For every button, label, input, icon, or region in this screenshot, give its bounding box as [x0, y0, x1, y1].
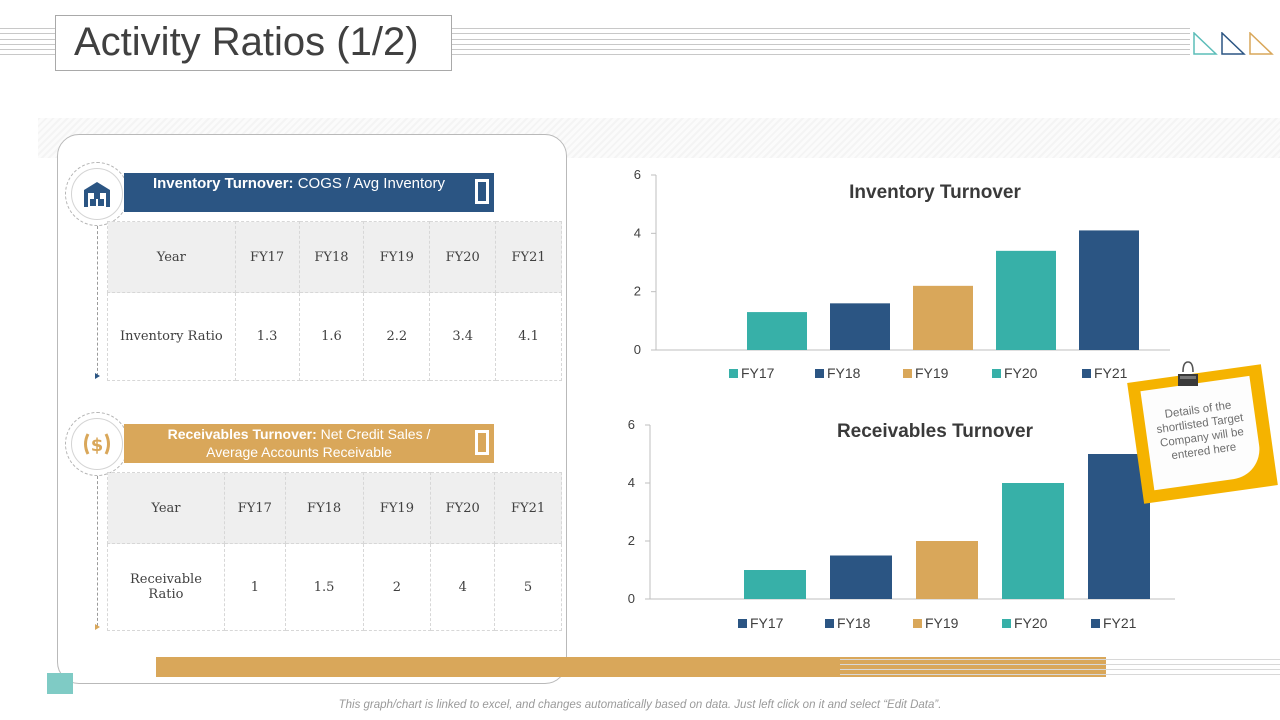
receivables-year: FY18: [284, 472, 364, 544]
teal-square: [47, 673, 73, 694]
receivables-header-bar: Receivables Turnover: Net Credit Sales /…: [124, 424, 494, 463]
y-tick-label: 6: [634, 167, 641, 182]
legend-label: FY21: [1103, 615, 1137, 631]
y-tick-label: 0: [628, 591, 635, 606]
inventory-year: FY19: [363, 221, 431, 293]
receivables-year-label: Year: [107, 472, 225, 544]
inventory-year: FY21: [495, 221, 562, 293]
receivables-table-header-row: Year FY17 FY18 FY19 FY20 FY21: [107, 472, 562, 544]
legend-swatch: [903, 369, 912, 378]
warehouse-icon: [84, 182, 110, 207]
y-tick-label: 4: [628, 475, 635, 490]
bar-fy18: [830, 303, 890, 350]
page-title: Activity Ratios (1/2): [74, 20, 419, 64]
bottom-accent-bar: [156, 657, 1106, 677]
receivables-year: FY19: [362, 472, 432, 544]
inventory-table-row: Inventory Ratio 1.3 1.6 2.2 3.4 4.1: [107, 292, 562, 381]
legend-swatch: [738, 619, 747, 628]
bar-fy17: [744, 570, 806, 599]
legend-swatch: [1082, 369, 1091, 378]
receivables-header-marker: [475, 430, 489, 455]
inventory-header-bold: Inventory Turnover:: [152, 175, 294, 192]
inventory-header-bar: Inventory Turnover: COGS / Avg Inventory: [124, 173, 494, 212]
binder-clip-icon: [1178, 361, 1198, 386]
legend-label: FY20: [1004, 365, 1038, 381]
chart-title: Inventory Turnover: [849, 182, 1021, 203]
inventory-turnover-chart: Inventory Turnover 0 2 4 6 FY17 FY18 FY19 FY20 FY…: [634, 167, 1170, 381]
inventory-value: 1.6: [298, 292, 365, 381]
inventory-value: 3.4: [429, 292, 497, 381]
legend-swatch: [1091, 619, 1100, 628]
y-tick-label: 4: [634, 225, 641, 240]
inventory-year-label: Year: [107, 221, 236, 293]
inventory-connector: [97, 226, 98, 376]
receivables-table-row: Receivable Ratio 1 1.5 2 4 5: [107, 543, 562, 631]
inventory-year: FY17: [234, 221, 300, 293]
bar-fy21: [1079, 230, 1139, 350]
receivables-connector-arrow: [95, 624, 100, 630]
legend-label: FY18: [827, 365, 861, 381]
svg-text:$: $: [91, 435, 104, 456]
legend-label: FY21: [1094, 365, 1128, 381]
receivables-value: 5: [494, 543, 562, 631]
y-tick-label: 6: [628, 417, 635, 432]
bar-fy19: [913, 285, 973, 350]
bar-fy17: [747, 312, 807, 350]
inventory-table-header-row: Year FY17 FY18 FY19 FY20 FY21: [107, 221, 562, 293]
chart-title: Receivables Turnover: [837, 421, 1034, 442]
inventory-badge: [65, 162, 129, 226]
inventory-header-marker: [475, 179, 489, 204]
bottom-lines: [840, 657, 1280, 677]
receivables-turnover-chart: Receivables Turnover 0 2 4 6 FY17 FY18 FY19 FY20…: [628, 417, 1175, 631]
receivables-header-bold: Receivables Turnover:: [167, 426, 317, 442]
y-tick-label: 2: [634, 284, 641, 299]
footnote: This graph/chart is linked to excel, and…: [338, 699, 942, 711]
receivables-value: 1.5: [284, 543, 364, 631]
inventory-year: FY18: [298, 221, 365, 293]
receivables-header-formula: Net Credit Sales / Average Accounts Rece…: [206, 426, 431, 460]
legend-swatch: [913, 619, 922, 628]
receivables-value: 4: [430, 543, 496, 631]
receivables-connector: [97, 476, 98, 626]
legend-label: FY17: [741, 365, 775, 381]
inventory-value: 4.1: [495, 292, 562, 381]
bar-fy20: [1002, 483, 1064, 599]
inventory-table: Year FY17 FY18 FY19 FY20 FY21 Inventory …: [107, 221, 562, 381]
legend-swatch: [1002, 619, 1011, 628]
inventory-header-formula: COGS / Avg Inventory: [293, 175, 446, 192]
bar-fy18: [830, 555, 892, 599]
inventory-year: FY20: [429, 221, 497, 293]
receivables-row-label: Receivable Ratio: [107, 543, 225, 631]
dollar-icon: $: [84, 433, 110, 456]
receivables-badge: $: [65, 412, 129, 476]
legend-swatch: [729, 369, 738, 378]
receivables-table: Year FY17 FY18 FY19 FY20 FY21 Receivable…: [107, 472, 562, 631]
y-tick-label: 2: [628, 533, 635, 548]
y-tick-label: 0: [634, 342, 641, 357]
receivables-value: 1: [223, 543, 286, 631]
inventory-value: 1.3: [234, 292, 300, 381]
bar-fy19: [916, 541, 978, 599]
legend-label: FY19: [915, 365, 949, 381]
legend-swatch: [825, 619, 834, 628]
decorative-triangles: [1193, 32, 1274, 55]
title-box: Activity Ratios (1/2): [55, 15, 452, 71]
legend-label: FY19: [925, 615, 959, 631]
legend-label: FY18: [837, 615, 871, 631]
legend-swatch: [815, 369, 824, 378]
receivables-year: FY17: [223, 472, 286, 544]
inventory-row-label: Inventory Ratio: [107, 292, 236, 381]
bar-fy20: [996, 250, 1056, 350]
receivables-value: 2: [362, 543, 432, 631]
header-lines: [0, 28, 1190, 58]
receivables-year: FY21: [494, 472, 562, 544]
legend-label: FY17: [750, 615, 784, 631]
inventory-connector-arrow: [95, 373, 100, 379]
legend-label: FY20: [1014, 615, 1048, 631]
legend-swatch: [992, 369, 1001, 378]
receivables-year: FY20: [430, 472, 496, 544]
inventory-value: 2.2: [363, 292, 431, 381]
